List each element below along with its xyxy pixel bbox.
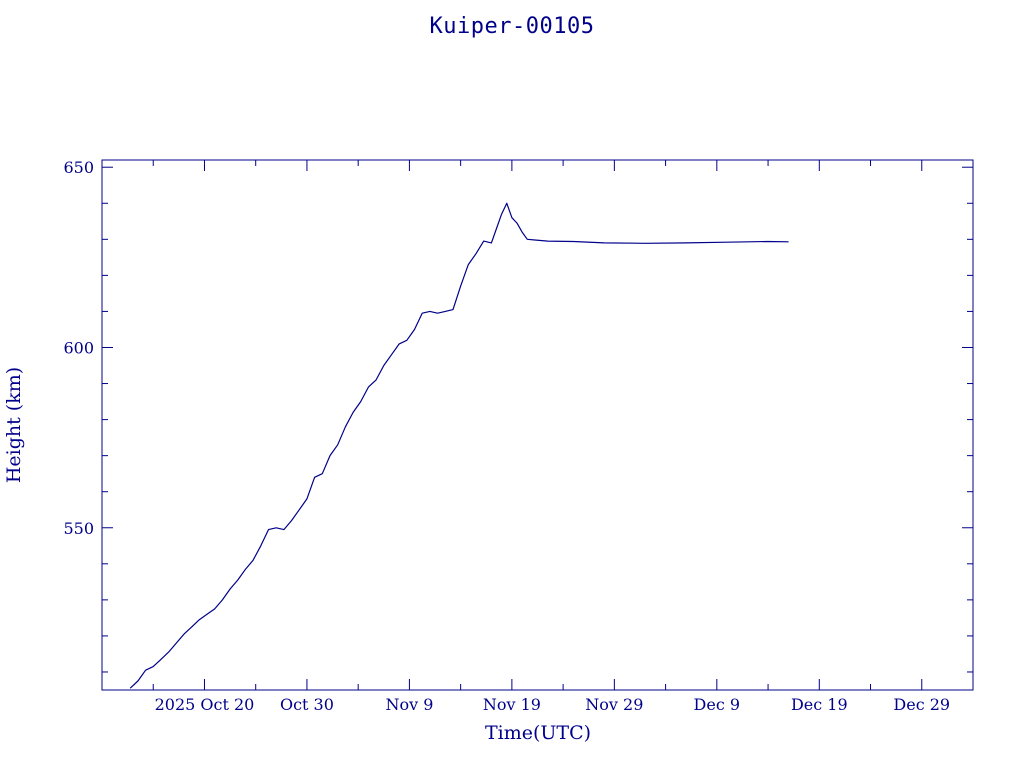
plot-frame bbox=[101, 159, 974, 691]
x-tick-label: 2025 Oct 20 bbox=[155, 695, 255, 714]
x-tick-label: Dec 29 bbox=[893, 695, 950, 714]
x-tick-label: Oct 30 bbox=[280, 695, 334, 714]
y-tick-label: 600 bbox=[63, 338, 94, 357]
y-tick-label: 650 bbox=[63, 158, 94, 177]
y-tick-label: 550 bbox=[63, 519, 94, 538]
x-tick-label: Nov 19 bbox=[483, 695, 541, 714]
x-axis-label: Time(UTC) bbox=[485, 722, 591, 744]
axis-tick-labels: 2025 Oct 20 Oct 30 Nov 9 Nov 19 Nov 29 Dec 9 D… bbox=[63, 158, 950, 714]
height-series-line bbox=[129, 202, 789, 689]
x-tick-label: Nov 9 bbox=[385, 695, 433, 714]
y-axis-label: Height (km) bbox=[3, 367, 25, 483]
x-tick-label: Dec 9 bbox=[694, 695, 741, 714]
chart-title: Kuiper-00105 bbox=[429, 14, 595, 39]
x-tick-label: Nov 29 bbox=[585, 695, 643, 714]
x-tick-label: Dec 19 bbox=[791, 695, 848, 714]
series-layer bbox=[129, 202, 789, 689]
axis-ticks bbox=[102, 160, 973, 690]
